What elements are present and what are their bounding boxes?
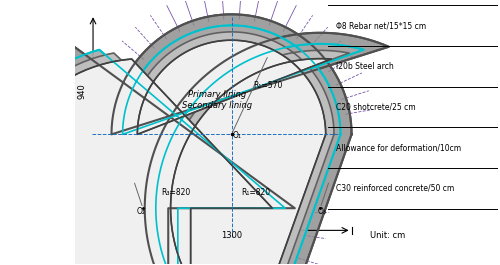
Text: Primary lining: Primary lining	[188, 90, 246, 99]
Text: C30 reinforced concrete/50 cm: C30 reinforced concrete/50 cm	[336, 184, 454, 193]
Text: 940: 940	[78, 84, 86, 99]
Polygon shape	[0, 14, 389, 265]
Text: Allowance for deformation/10cm: Allowance for deformation/10cm	[336, 143, 461, 152]
Text: I20b Steel arch: I20b Steel arch	[336, 62, 394, 71]
Text: O₃: O₃	[318, 207, 326, 216]
Polygon shape	[0, 32, 350, 265]
Text: C20 shotcrete/25 cm: C20 shotcrete/25 cm	[336, 103, 415, 112]
Text: R₃=820: R₃=820	[162, 188, 190, 197]
Text: 1300: 1300	[221, 231, 242, 240]
Text: R₁=570: R₁=570	[254, 81, 283, 90]
Polygon shape	[0, 40, 332, 265]
Text: O₁: O₁	[232, 131, 241, 140]
Text: R₁=820: R₁=820	[241, 188, 270, 197]
Text: O₂: O₂	[136, 207, 145, 216]
Polygon shape	[0, 25, 364, 265]
Text: Secondary lining: Secondary lining	[182, 101, 252, 111]
Text: Unit: cm: Unit: cm	[370, 231, 406, 240]
Text: Φ8 Rebar net/15*15 cm: Φ8 Rebar net/15*15 cm	[336, 21, 426, 30]
